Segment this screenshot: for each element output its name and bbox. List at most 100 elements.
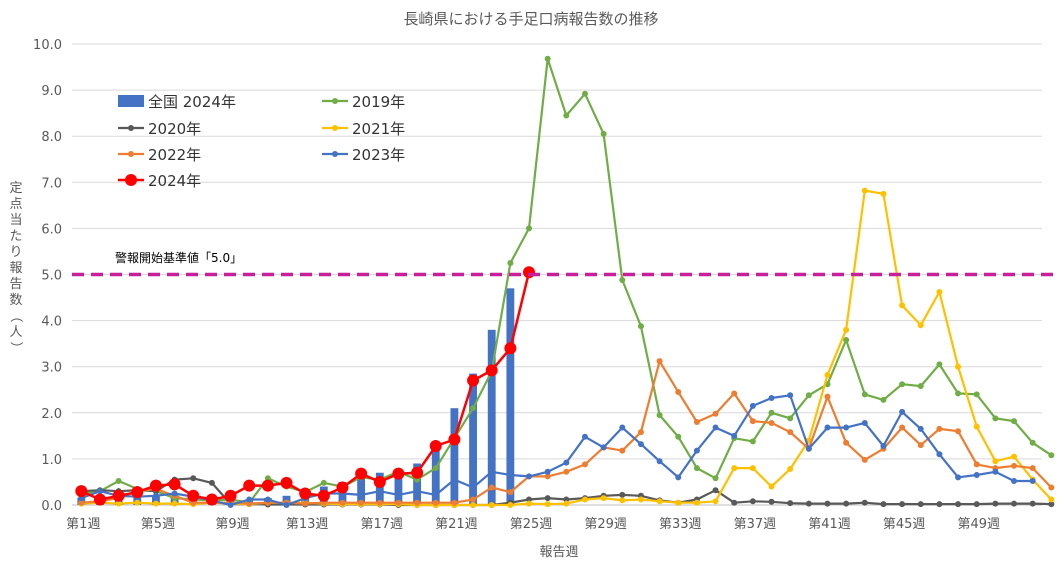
data-point bbox=[432, 465, 439, 472]
data-point bbox=[581, 496, 588, 503]
data-point bbox=[899, 424, 906, 431]
data-point bbox=[224, 489, 237, 502]
data-point bbox=[299, 487, 312, 500]
series-line bbox=[80, 271, 531, 501]
series-2019年 bbox=[78, 55, 1055, 506]
data-point bbox=[376, 488, 383, 495]
data-point bbox=[787, 500, 794, 507]
data-point bbox=[768, 483, 775, 490]
y-tick-label: 2.0 bbox=[41, 407, 62, 422]
data-point bbox=[861, 499, 868, 506]
data-point bbox=[843, 424, 850, 431]
legend-label: 2021年 bbox=[352, 120, 405, 138]
x-tick-label: 第49週 bbox=[957, 517, 1000, 532]
data-point bbox=[336, 481, 349, 494]
data-point bbox=[115, 500, 122, 507]
data-point bbox=[1011, 453, 1018, 460]
data-point bbox=[712, 487, 719, 494]
legend-label: 2024年 bbox=[148, 172, 201, 190]
legend-label: 2019年 bbox=[352, 93, 405, 111]
data-point bbox=[861, 456, 868, 463]
data-point bbox=[955, 390, 962, 397]
data-point bbox=[600, 130, 607, 137]
data-point bbox=[824, 424, 831, 431]
data-point bbox=[1048, 452, 1055, 459]
data-point bbox=[448, 433, 461, 446]
data-point bbox=[507, 502, 514, 508]
x-tick-label: 第17週 bbox=[361, 517, 404, 532]
y-tick-label: 7.0 bbox=[41, 176, 62, 191]
data-point bbox=[992, 415, 999, 422]
data-point bbox=[805, 445, 812, 452]
data-point bbox=[115, 478, 122, 485]
y-axis-ticks: 0.0 1.0 2.0 3.0 4.0 5.0 6.0 7.0 8.0 9.0 10.0 bbox=[33, 38, 62, 514]
data-point bbox=[787, 466, 794, 473]
data-point bbox=[451, 476, 458, 483]
data-point bbox=[302, 500, 309, 507]
data-point bbox=[152, 500, 159, 507]
data-point bbox=[843, 336, 850, 343]
data-point bbox=[637, 496, 644, 503]
data-point bbox=[507, 259, 514, 266]
data-point bbox=[712, 424, 719, 431]
legend-item: 2022年 bbox=[118, 146, 201, 164]
data-point bbox=[1011, 478, 1018, 485]
series-2024年 bbox=[75, 266, 536, 506]
data-point bbox=[731, 432, 738, 439]
x-tick-label: 第9週 bbox=[215, 517, 249, 532]
data-point bbox=[246, 496, 253, 503]
x-tick-label: 第41週 bbox=[808, 517, 851, 532]
y-tick-label: 3.0 bbox=[41, 361, 62, 376]
x-tick-label: 第5週 bbox=[141, 517, 175, 532]
data-point bbox=[1029, 478, 1036, 485]
data-point bbox=[619, 447, 626, 454]
y-tick-label: 6.0 bbox=[41, 222, 62, 237]
bar bbox=[431, 445, 440, 505]
data-point bbox=[78, 499, 85, 506]
data-point bbox=[768, 419, 775, 426]
data-point bbox=[488, 468, 495, 475]
data-point bbox=[899, 408, 906, 415]
data-point bbox=[619, 491, 626, 498]
legend-item: 2024年 bbox=[118, 172, 201, 190]
data-point bbox=[693, 465, 700, 472]
data-point bbox=[992, 458, 999, 465]
data-point bbox=[955, 474, 962, 481]
data-point bbox=[376, 499, 383, 506]
legend-item: 2021年 bbox=[322, 120, 405, 138]
bar bbox=[450, 408, 459, 505]
data-point bbox=[432, 499, 439, 506]
data-point bbox=[168, 478, 181, 491]
data-point bbox=[563, 496, 570, 503]
data-point bbox=[171, 500, 178, 507]
data-point bbox=[358, 499, 365, 506]
data-point bbox=[523, 266, 536, 279]
data-point bbox=[600, 495, 607, 502]
data-point bbox=[973, 423, 980, 430]
y-tick-label: 4.0 bbox=[41, 315, 62, 330]
data-point bbox=[264, 496, 271, 503]
data-point bbox=[152, 492, 159, 499]
legend-swatch-marker bbox=[332, 151, 338, 157]
data-point bbox=[544, 473, 551, 480]
data-point bbox=[880, 396, 887, 403]
x-axis-ticks: 第1週 第5週 第9週 第13週 第17週 第21週 第25週 第29週 第33週 第37週 第41… bbox=[66, 517, 1000, 532]
legend-swatch-marker bbox=[128, 151, 134, 157]
x-tick-label: 第29週 bbox=[584, 517, 627, 532]
y-tick-label: 1.0 bbox=[41, 453, 62, 468]
data-point bbox=[470, 502, 477, 508]
series-line bbox=[80, 394, 1033, 507]
data-point bbox=[731, 465, 738, 472]
data-point bbox=[1048, 501, 1055, 508]
data-point bbox=[414, 499, 421, 506]
y-axis-label-char: 報 bbox=[9, 261, 22, 276]
x-tick-label: 第25週 bbox=[510, 517, 553, 532]
bar bbox=[152, 495, 160, 505]
data-point bbox=[805, 392, 812, 399]
data-point bbox=[1048, 484, 1055, 491]
data-point bbox=[470, 484, 477, 491]
y-axis-label-char: 点 bbox=[9, 197, 22, 212]
data-point bbox=[749, 402, 756, 409]
y-axis-label-char: ） bbox=[8, 341, 23, 354]
